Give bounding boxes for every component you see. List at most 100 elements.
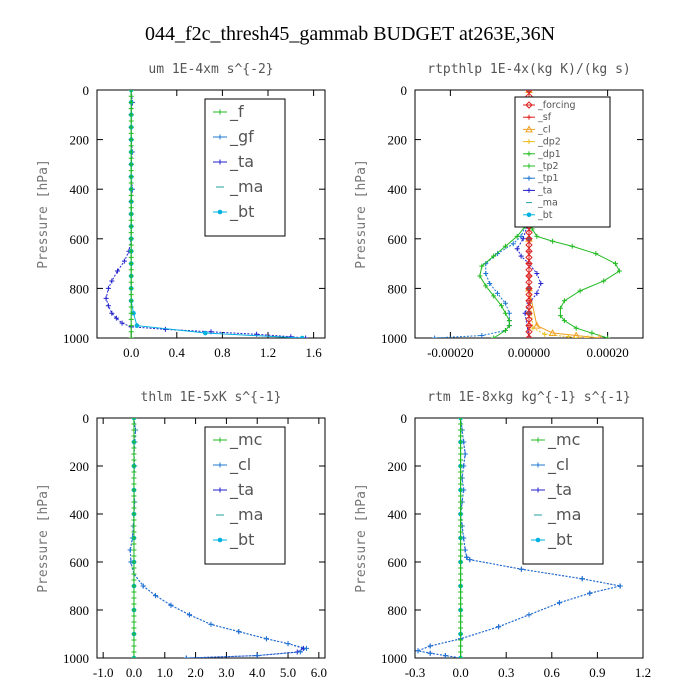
panel4-series-mc-point xyxy=(458,559,464,565)
panel4-series-mc-point xyxy=(458,535,464,541)
panel2-series-cl-point xyxy=(597,333,602,338)
panel2-legend-marker xyxy=(525,125,533,133)
panel3-series-mc-point xyxy=(131,433,137,439)
panel3-x-tick-label: 5.0 xyxy=(280,665,296,680)
panel3-series-cl-point xyxy=(208,621,214,627)
panel2-series-dp2-point xyxy=(530,325,536,331)
panel1-series-f-point xyxy=(128,205,134,211)
panel4-y-tick-label: 200 xyxy=(388,459,408,474)
panel2-series-sf-point xyxy=(526,90,532,93)
panel2-series-ta-point xyxy=(520,236,526,242)
panel1-legend-marker xyxy=(217,209,223,215)
panel1-series-f-point xyxy=(128,242,134,248)
panel4-series-mc-point xyxy=(458,637,464,643)
panel2-series-tp2-point xyxy=(514,233,520,239)
panel2-series-tp2-point xyxy=(491,253,497,259)
panel4-x-tick-label: 0.0 xyxy=(452,665,468,680)
panel2-series-dp2-point xyxy=(565,334,571,338)
panel4-series-mc-point xyxy=(458,631,464,637)
panel1-series-f-point xyxy=(128,186,134,192)
panel4-series-mc-point xyxy=(458,499,464,505)
panel1-series-f-point xyxy=(128,261,134,267)
panel3-legend-marker xyxy=(217,437,223,443)
panel3-series-cl-point xyxy=(254,653,260,658)
panel3-series-mc-point xyxy=(131,493,137,499)
panel2-series-tp2-point xyxy=(506,318,512,324)
panel4-legend-marker xyxy=(535,437,541,443)
panel1-series-group xyxy=(103,90,309,338)
panel2-series-dp1-point xyxy=(589,330,595,336)
panel3-title: thlm 1E-5xK s^{-1} xyxy=(141,390,282,405)
panel1-x-tick-label: 1.6 xyxy=(305,345,322,360)
panel3-series-mc-point xyxy=(131,565,137,571)
panel4-series-mc-point xyxy=(458,421,464,427)
panel2-series-tp2-point xyxy=(477,273,483,279)
panel4-series-cl-point xyxy=(442,653,448,658)
panel4-series-cl-point xyxy=(526,612,532,618)
panel4-series-mc-point xyxy=(458,511,464,517)
panel2-series-dp1-point xyxy=(569,243,575,249)
panel3-series-mc-point xyxy=(131,523,137,529)
panel4-series-mc-point xyxy=(458,463,464,469)
panel2-series-tp1-point xyxy=(502,300,508,306)
panel4-series-mc-point xyxy=(458,655,464,658)
panel1-legend: _f _gf _ta _ma _bt xyxy=(204,98,286,237)
panel4-series-mc-point xyxy=(458,493,464,499)
panel2-series-tp2-point xyxy=(506,323,512,329)
panel3-series-mc-point xyxy=(131,469,137,475)
panel1-series-f-point xyxy=(128,310,134,316)
panel1-series-f-point xyxy=(128,161,134,167)
panel4-series-mc-point xyxy=(458,451,464,457)
panel1-y-tick-label: 0 xyxy=(83,83,90,98)
panel4-series-cl-point xyxy=(415,648,421,654)
panel3-legend-label: _ma xyxy=(229,505,263,525)
panel2-legend-marker xyxy=(526,151,532,157)
panel1-series-f-point xyxy=(128,192,134,198)
panel1-series-bt-point xyxy=(134,323,140,328)
panel3-y-tick-label: 600 xyxy=(70,555,90,570)
panel2-series-sf-point xyxy=(526,236,532,242)
panel4-series-mc-point xyxy=(458,547,464,553)
panel3-x-tick-label: 1.0 xyxy=(157,665,173,680)
panel4-series-cl-point xyxy=(467,557,473,563)
panel4-series-cl-point xyxy=(427,643,433,649)
panel4-series-mc-point xyxy=(458,577,464,583)
panel2-series-dp1-point xyxy=(616,268,622,274)
panel3-series-mc-point xyxy=(131,439,137,445)
panel2-legend-label: _tp2 xyxy=(537,161,559,172)
panel2-y-axis-label: Pressure [hPa] xyxy=(354,159,369,269)
panel3-series-mc-point xyxy=(131,613,137,619)
panel3-series-mc-point xyxy=(131,475,137,481)
panel1-series-ta-point xyxy=(105,303,111,309)
panel2-series-forcing-point xyxy=(525,334,533,338)
panel3-series-cl-point xyxy=(236,629,242,635)
panel4-y-axis-label: Pressure [hPa] xyxy=(354,483,369,593)
panel2-series-tp1-point xyxy=(479,333,485,338)
panel1-series-f-point xyxy=(128,112,134,118)
panel4-series-mc-point xyxy=(458,487,464,493)
panel3-legend-marker xyxy=(217,462,223,468)
panel4-series-mc-point xyxy=(458,565,464,571)
panel2-series-sf-point xyxy=(526,248,532,254)
panel1-series-ta-point xyxy=(115,268,121,274)
panel1-series-f-point xyxy=(128,99,134,105)
panel1-y-tick-label: 1000 xyxy=(63,331,89,346)
panel2-series-dp1-point xyxy=(612,261,618,267)
panel2-series-dp1-point xyxy=(561,298,567,304)
panel4-series-mc-point xyxy=(458,427,464,433)
panel4-series-mc-point xyxy=(458,643,464,649)
panel1-series-f-point xyxy=(128,174,134,180)
panel4-y-tick-label: 1000 xyxy=(381,651,407,666)
panel4-series-mc-point xyxy=(458,595,464,601)
panel1-series-f-point xyxy=(128,236,134,242)
panel1-series-ta-point xyxy=(105,285,111,291)
panel4-series-cl-point xyxy=(617,583,623,589)
panel2-series-dp1-point xyxy=(557,313,563,319)
panel3-series-mc-point xyxy=(131,541,137,547)
panel3-y-tick-label: 1000 xyxy=(63,651,89,666)
panel3-series-mc-point xyxy=(131,547,137,553)
panel2-legend-label: _tp1 xyxy=(537,173,559,184)
panel3-x-tick-label: 0.0 xyxy=(126,665,142,680)
panel4-series-mc-point xyxy=(458,619,464,625)
